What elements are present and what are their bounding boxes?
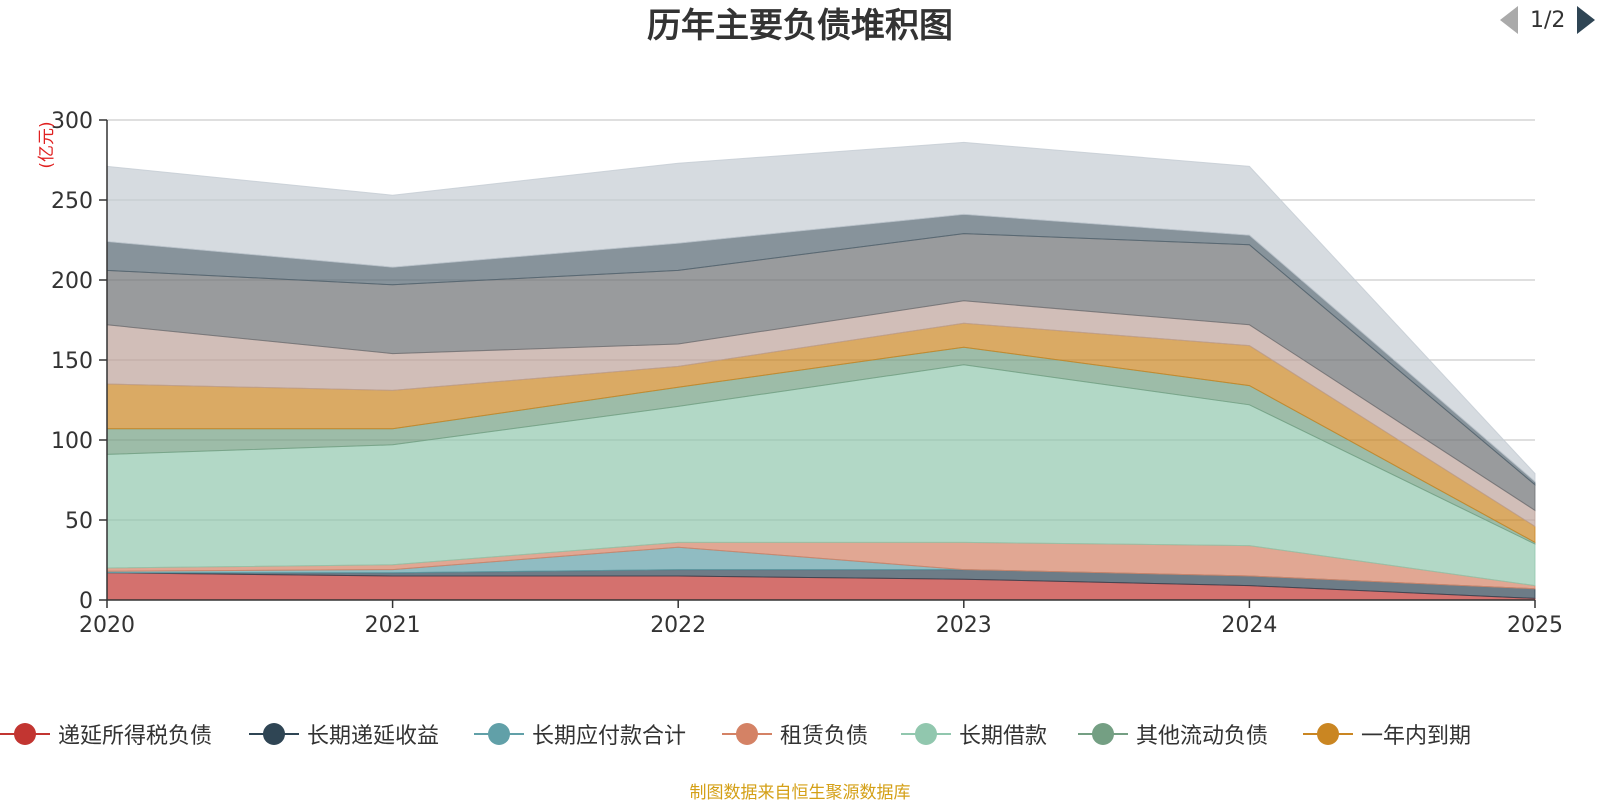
- legend-label: 一年内到期: [1361, 724, 1472, 749]
- legend-marker-icon: [1303, 721, 1353, 747]
- legend-marker-icon: [0, 721, 50, 747]
- legend-label: 租赁负债: [780, 724, 869, 749]
- legend-prev-page-button[interactable]: [1500, 6, 1518, 34]
- legend-label: 其他流动负债: [1136, 724, 1269, 749]
- legend-marker-icon: [249, 721, 299, 747]
- legend: 递延所得税负债 长期递延收益 长期应付款合计 租赁负债 长期借款 其他流动负债 一年内到期: [0, 714, 1600, 754]
- area-series-11: [106, 141, 1536, 483]
- data-source-note: 制图数据来自恒生聚源数据库: [689, 783, 911, 803]
- legend-marker-icon: [1078, 721, 1128, 747]
- legend-item[interactable]: 递延所得税负债: [0, 714, 212, 754]
- axis-layer: 0 50 100 150 200 250 300 2020 2021 2022 2023 2024 20…: [51, 109, 1563, 638]
- legend-item[interactable]: 一年内到期: [1303, 714, 1471, 754]
- x-tick-label: 2023: [936, 613, 992, 638]
- legend-marker-icon: [722, 721, 772, 747]
- x-tick-label: 2024: [1221, 613, 1277, 638]
- y-tick-label: 300: [51, 109, 93, 134]
- legend-next-page-button[interactable]: [1577, 6, 1596, 34]
- legend-page-indicator: 1/2: [1530, 7, 1566, 33]
- legend-marker-icon: [901, 721, 951, 747]
- legend-item[interactable]: 租赁负债: [722, 714, 868, 754]
- legend-label: 递延所得税负债: [58, 724, 213, 749]
- legend-item[interactable]: 长期递延收益: [249, 714, 439, 754]
- x-tick-label: 2025: [1507, 613, 1563, 638]
- legend-label: 长期应付款合计: [532, 724, 687, 749]
- legend-item[interactable]: 长期借款: [901, 714, 1047, 754]
- x-tick-label: 2020: [79, 613, 135, 638]
- y-tick-label: 50: [65, 509, 93, 534]
- y-tick-label: 100: [51, 429, 93, 454]
- area-layer: [106, 141, 1536, 601]
- y-tick-label: 250: [51, 189, 93, 214]
- stacked-area-chart: 0 50 100 150 200 250 300 2020 2021 2022 2023 2024 20…: [37, 109, 1563, 638]
- legend-label: 长期借款: [959, 724, 1048, 749]
- legend-label: 长期递延收益: [307, 724, 440, 749]
- y-tick-label: 150: [51, 349, 93, 374]
- chart-title: 历年主要负债堆积图: [647, 6, 953, 46]
- legend-item[interactable]: 其他流动负债: [1078, 714, 1268, 754]
- legend-marker-icon: [474, 721, 524, 747]
- y-axis-unit-label: (亿元): [37, 121, 57, 168]
- x-tick-label: 2022: [650, 613, 706, 638]
- y-tick-label: 0: [79, 589, 93, 614]
- x-tick-label: 2021: [365, 613, 421, 638]
- y-tick-label: 200: [51, 269, 93, 294]
- legend-item[interactable]: 长期应付款合计: [474, 714, 686, 754]
- legend-pager: 1/2: [1500, 0, 1596, 40]
